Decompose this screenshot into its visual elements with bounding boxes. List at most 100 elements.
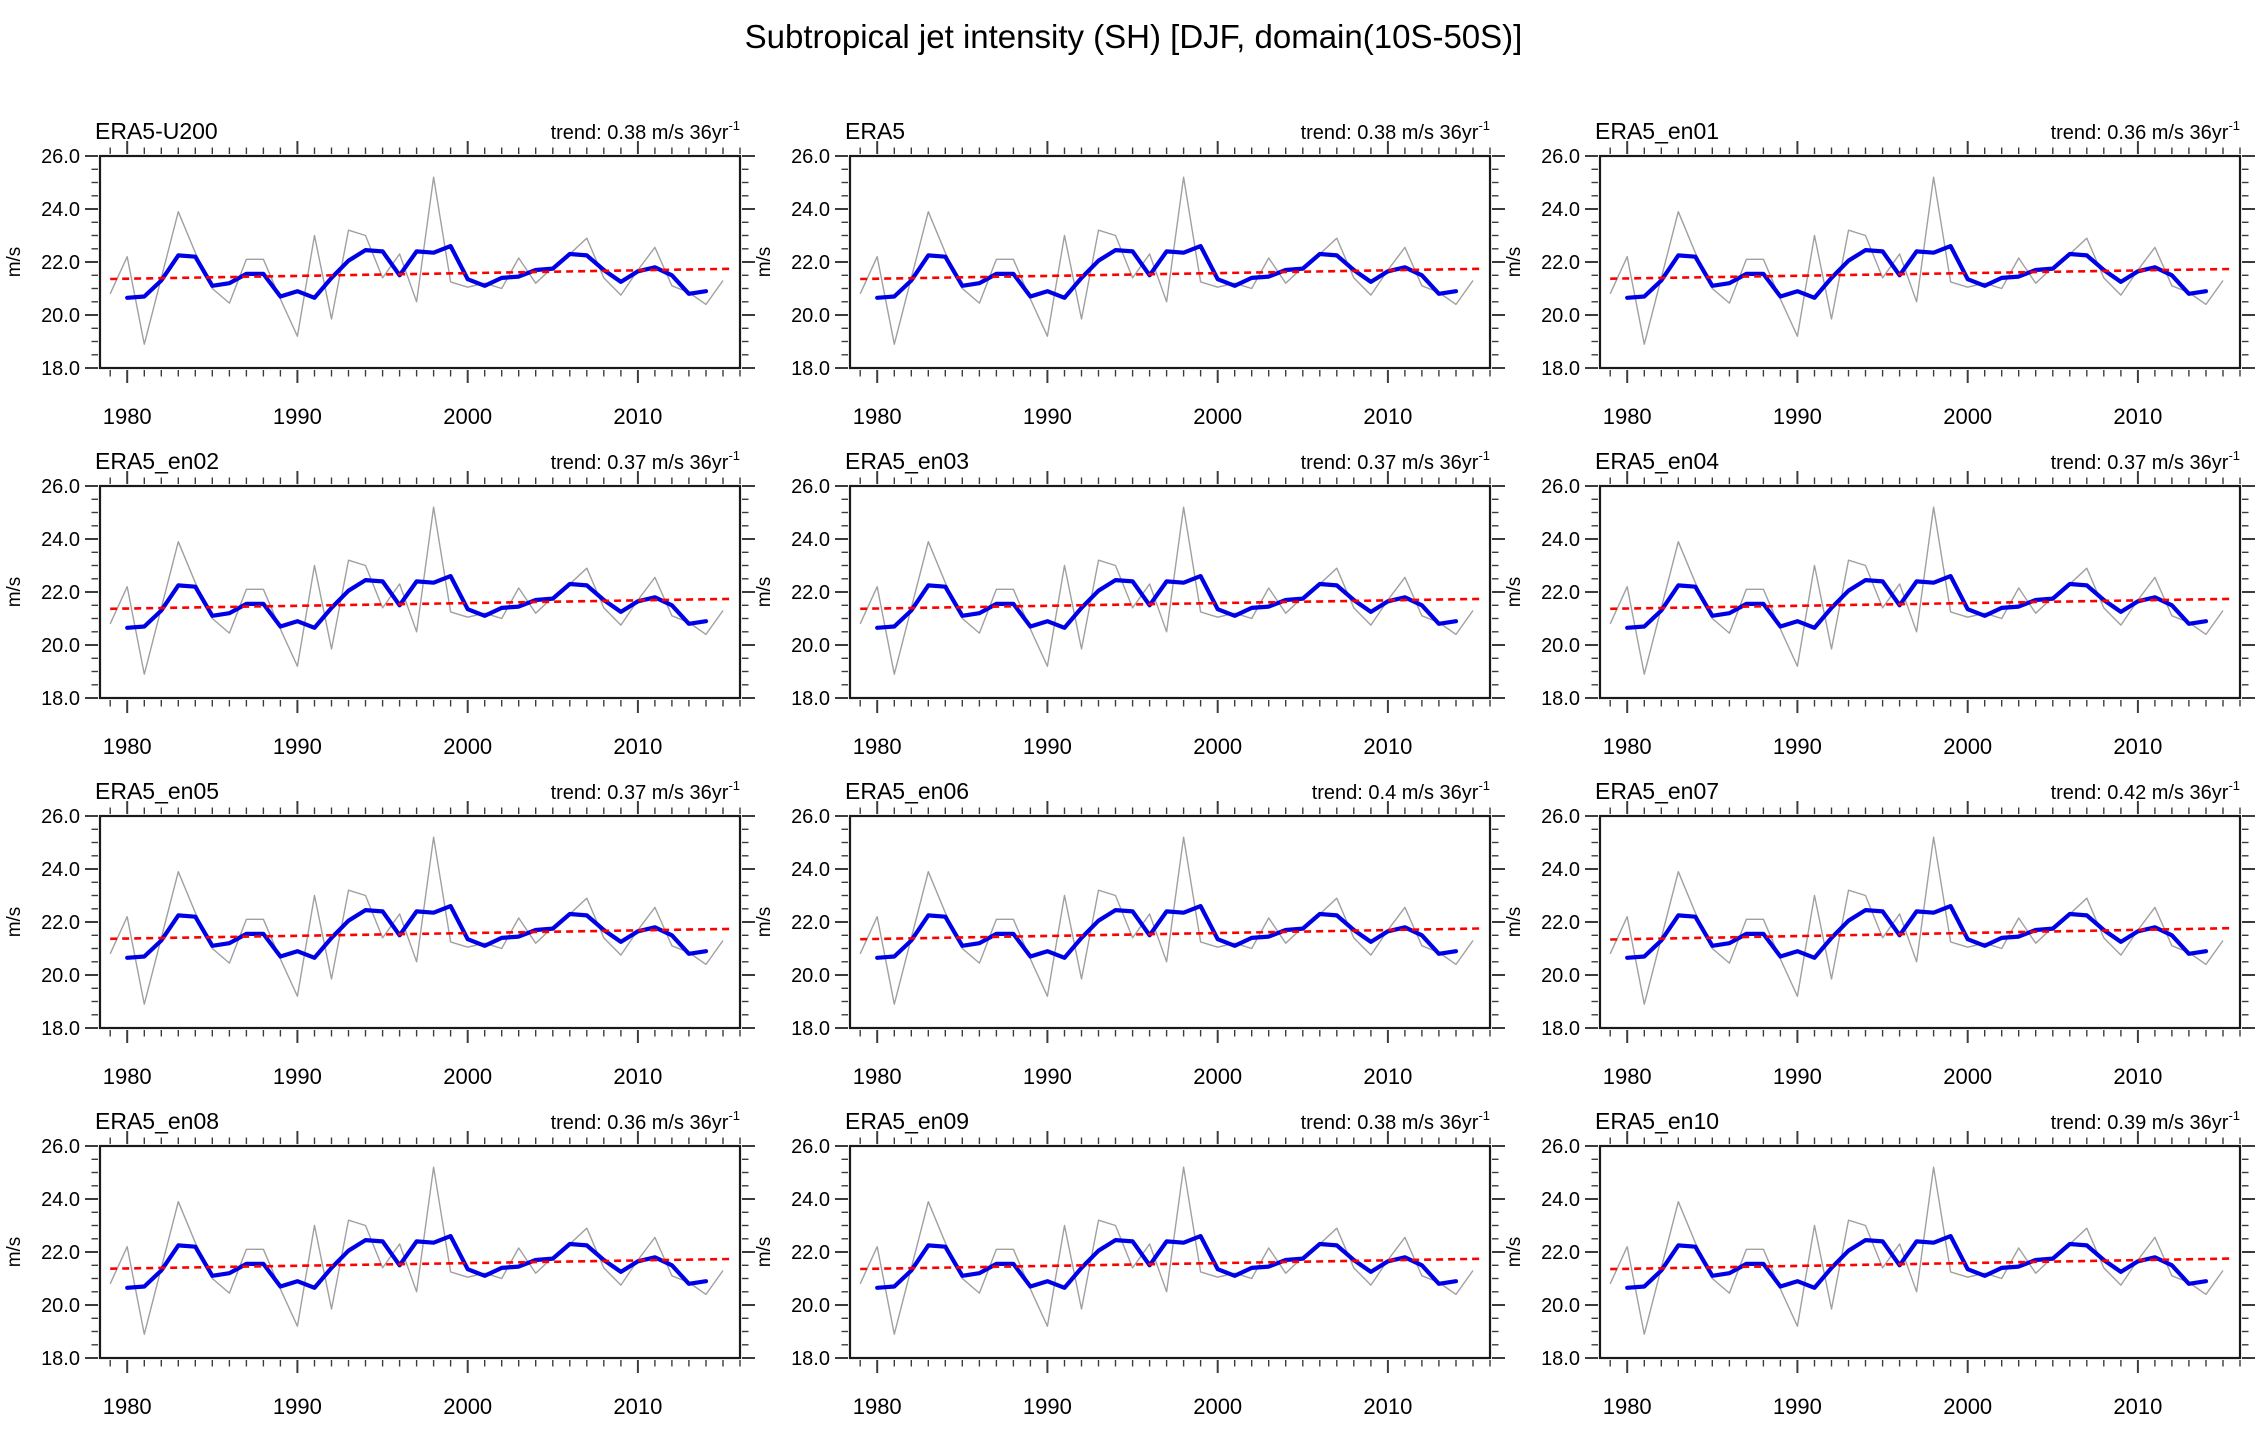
panel-title: ERA5_en05 bbox=[95, 778, 219, 804]
y-tick-label: 18.0 bbox=[791, 1018, 830, 1040]
x-tick-label: 1980 bbox=[853, 1064, 902, 1089]
smoothed-series-line bbox=[1625, 903, 2209, 960]
y-tick-label: 20.0 bbox=[41, 1295, 80, 1317]
trend-line bbox=[860, 597, 1480, 611]
trend-line bbox=[110, 597, 730, 611]
plot-box bbox=[1598, 484, 2242, 700]
y-tick-label: 24.0 bbox=[1541, 199, 1580, 221]
axis-ticks bbox=[85, 141, 755, 383]
x-tick-label: 2000 bbox=[443, 1064, 492, 1089]
x-tick-label: 1990 bbox=[1773, 734, 1822, 759]
annual-series-line bbox=[1609, 836, 2224, 1005]
x-axis-tick-labels: 1980 1990 2000 2010 bbox=[1603, 1394, 2163, 1419]
y-tick-label: 24.0 bbox=[791, 1189, 830, 1211]
axis-ticks bbox=[1585, 471, 2255, 713]
annual-series-line bbox=[859, 506, 1474, 675]
x-tick-label: 2010 bbox=[613, 1394, 662, 1419]
smoothed-series-line bbox=[125, 903, 709, 960]
smoothed-series-line bbox=[875, 1233, 1459, 1290]
y-axis-tick-labels: 18.0 20.0 22.0 24.0 26.0 bbox=[41, 806, 80, 1040]
trend-label: trend: 0.4 m/s 36yr-1 bbox=[1312, 778, 1490, 804]
x-tick-label: 1990 bbox=[1773, 1064, 1822, 1089]
y-tick-label: 24.0 bbox=[41, 529, 80, 551]
panel-title: ERA5_en10 bbox=[1595, 1108, 1719, 1134]
axis-ticks bbox=[835, 801, 1505, 1043]
x-tick-label: 2000 bbox=[443, 404, 492, 429]
trend-line bbox=[1610, 926, 2230, 941]
x-axis-tick-labels: 1980 1990 2000 2010 bbox=[853, 734, 1413, 759]
x-axis-tick-labels: 1980 1990 2000 2010 bbox=[853, 1394, 1413, 1419]
y-tick-label: 20.0 bbox=[41, 635, 80, 657]
y-tick-label: 22.0 bbox=[41, 912, 80, 934]
plot-box bbox=[848, 1144, 1492, 1360]
x-tick-label: 2000 bbox=[443, 1394, 492, 1419]
plot-box bbox=[1598, 154, 2242, 370]
x-tick-label: 2000 bbox=[1943, 1394, 1992, 1419]
annual-series-line bbox=[109, 176, 724, 345]
y-tick-label: 18.0 bbox=[41, 688, 80, 710]
panel-title: ERA5_en09 bbox=[845, 1108, 969, 1134]
x-tick-label: 1980 bbox=[853, 1394, 902, 1419]
y-axis-unit-label: m/s bbox=[1504, 1237, 1525, 1268]
y-tick-label: 20.0 bbox=[791, 965, 830, 987]
x-tick-label: 1980 bbox=[103, 1064, 152, 1089]
x-axis-tick-labels: 1980 1990 2000 2010 bbox=[103, 1394, 663, 1419]
x-tick-label: 2010 bbox=[2113, 404, 2162, 429]
panel-title: ERA5_en02 bbox=[95, 448, 219, 474]
axis-ticks bbox=[835, 141, 1505, 383]
y-axis-tick-labels: 18.0 20.0 22.0 24.0 26.0 bbox=[791, 476, 830, 710]
panel-ERA5_en03: 18.0 20.0 22.0 24.0 26.0 1980 1990 2000 2010 m/s E… bbox=[754, 448, 1505, 759]
y-axis-tick-labels: 18.0 20.0 22.0 24.0 26.0 bbox=[791, 1136, 830, 1370]
y-tick-label: 18.0 bbox=[1541, 1018, 1580, 1040]
annual-series-line bbox=[109, 506, 724, 675]
x-axis-tick-labels: 1980 1990 2000 2010 bbox=[103, 1064, 663, 1089]
axis-ticks bbox=[85, 471, 755, 713]
x-tick-label: 1980 bbox=[1603, 734, 1652, 759]
plot-box bbox=[848, 154, 1492, 370]
y-tick-label: 18.0 bbox=[41, 358, 80, 380]
panel-ERA5-U200: 18.0 20.0 22.0 24.0 26.0 1980 1990 2000 2010 m/s E… bbox=[4, 118, 755, 429]
y-tick-label: 20.0 bbox=[791, 1295, 830, 1317]
trend-label: trend: 0.38 m/s 36yr-1 bbox=[551, 118, 740, 144]
trend-line bbox=[1610, 267, 2230, 280]
smoothed-series-line bbox=[875, 903, 1459, 960]
smoothed-series-line bbox=[875, 573, 1459, 630]
x-tick-label: 1990 bbox=[1023, 734, 1072, 759]
y-tick-label: 18.0 bbox=[1541, 358, 1580, 380]
panel-ERA5_en06: 18.0 20.0 22.0 24.0 26.0 1980 1990 2000 2010 m/s E… bbox=[754, 778, 1505, 1089]
y-tick-label: 18.0 bbox=[1541, 688, 1580, 710]
smoothed-series-line bbox=[125, 573, 709, 630]
y-tick-label: 22.0 bbox=[1541, 1242, 1580, 1264]
annual-series-line bbox=[859, 836, 1474, 1005]
y-tick-label: 26.0 bbox=[41, 806, 80, 828]
y-tick-label: 24.0 bbox=[41, 859, 80, 881]
y-tick-label: 20.0 bbox=[1541, 965, 1580, 987]
y-tick-label: 20.0 bbox=[41, 305, 80, 327]
y-tick-label: 26.0 bbox=[41, 476, 80, 498]
trend-line bbox=[860, 267, 1480, 281]
annual-series-line bbox=[1609, 506, 2224, 675]
trend-line bbox=[110, 1257, 730, 1270]
y-axis-unit-label: m/s bbox=[4, 577, 25, 608]
smoothed-series-line bbox=[1625, 243, 2209, 300]
y-axis-tick-labels: 18.0 20.0 22.0 24.0 26.0 bbox=[41, 146, 80, 380]
trend-line bbox=[1610, 597, 2230, 611]
x-axis-tick-labels: 1980 1990 2000 2010 bbox=[103, 404, 663, 429]
axis-ticks bbox=[1585, 141, 2255, 383]
y-tick-label: 26.0 bbox=[1541, 476, 1580, 498]
y-tick-label: 26.0 bbox=[41, 1136, 80, 1158]
y-tick-label: 20.0 bbox=[1541, 1295, 1580, 1317]
trend-label: trend: 0.39 m/s 36yr-1 bbox=[2051, 1108, 2240, 1134]
axis-ticks bbox=[835, 1131, 1505, 1373]
x-axis-tick-labels: 1980 1990 2000 2010 bbox=[103, 734, 663, 759]
y-tick-label: 22.0 bbox=[791, 582, 830, 604]
y-tick-label: 22.0 bbox=[1541, 912, 1580, 934]
x-tick-label: 2000 bbox=[1943, 1064, 1992, 1089]
plot-box bbox=[1598, 1144, 2242, 1360]
y-tick-label: 26.0 bbox=[1541, 806, 1580, 828]
y-tick-label: 18.0 bbox=[41, 1348, 80, 1370]
y-tick-label: 18.0 bbox=[41, 1018, 80, 1040]
plot-box bbox=[848, 484, 1492, 700]
y-tick-label: 26.0 bbox=[791, 476, 830, 498]
